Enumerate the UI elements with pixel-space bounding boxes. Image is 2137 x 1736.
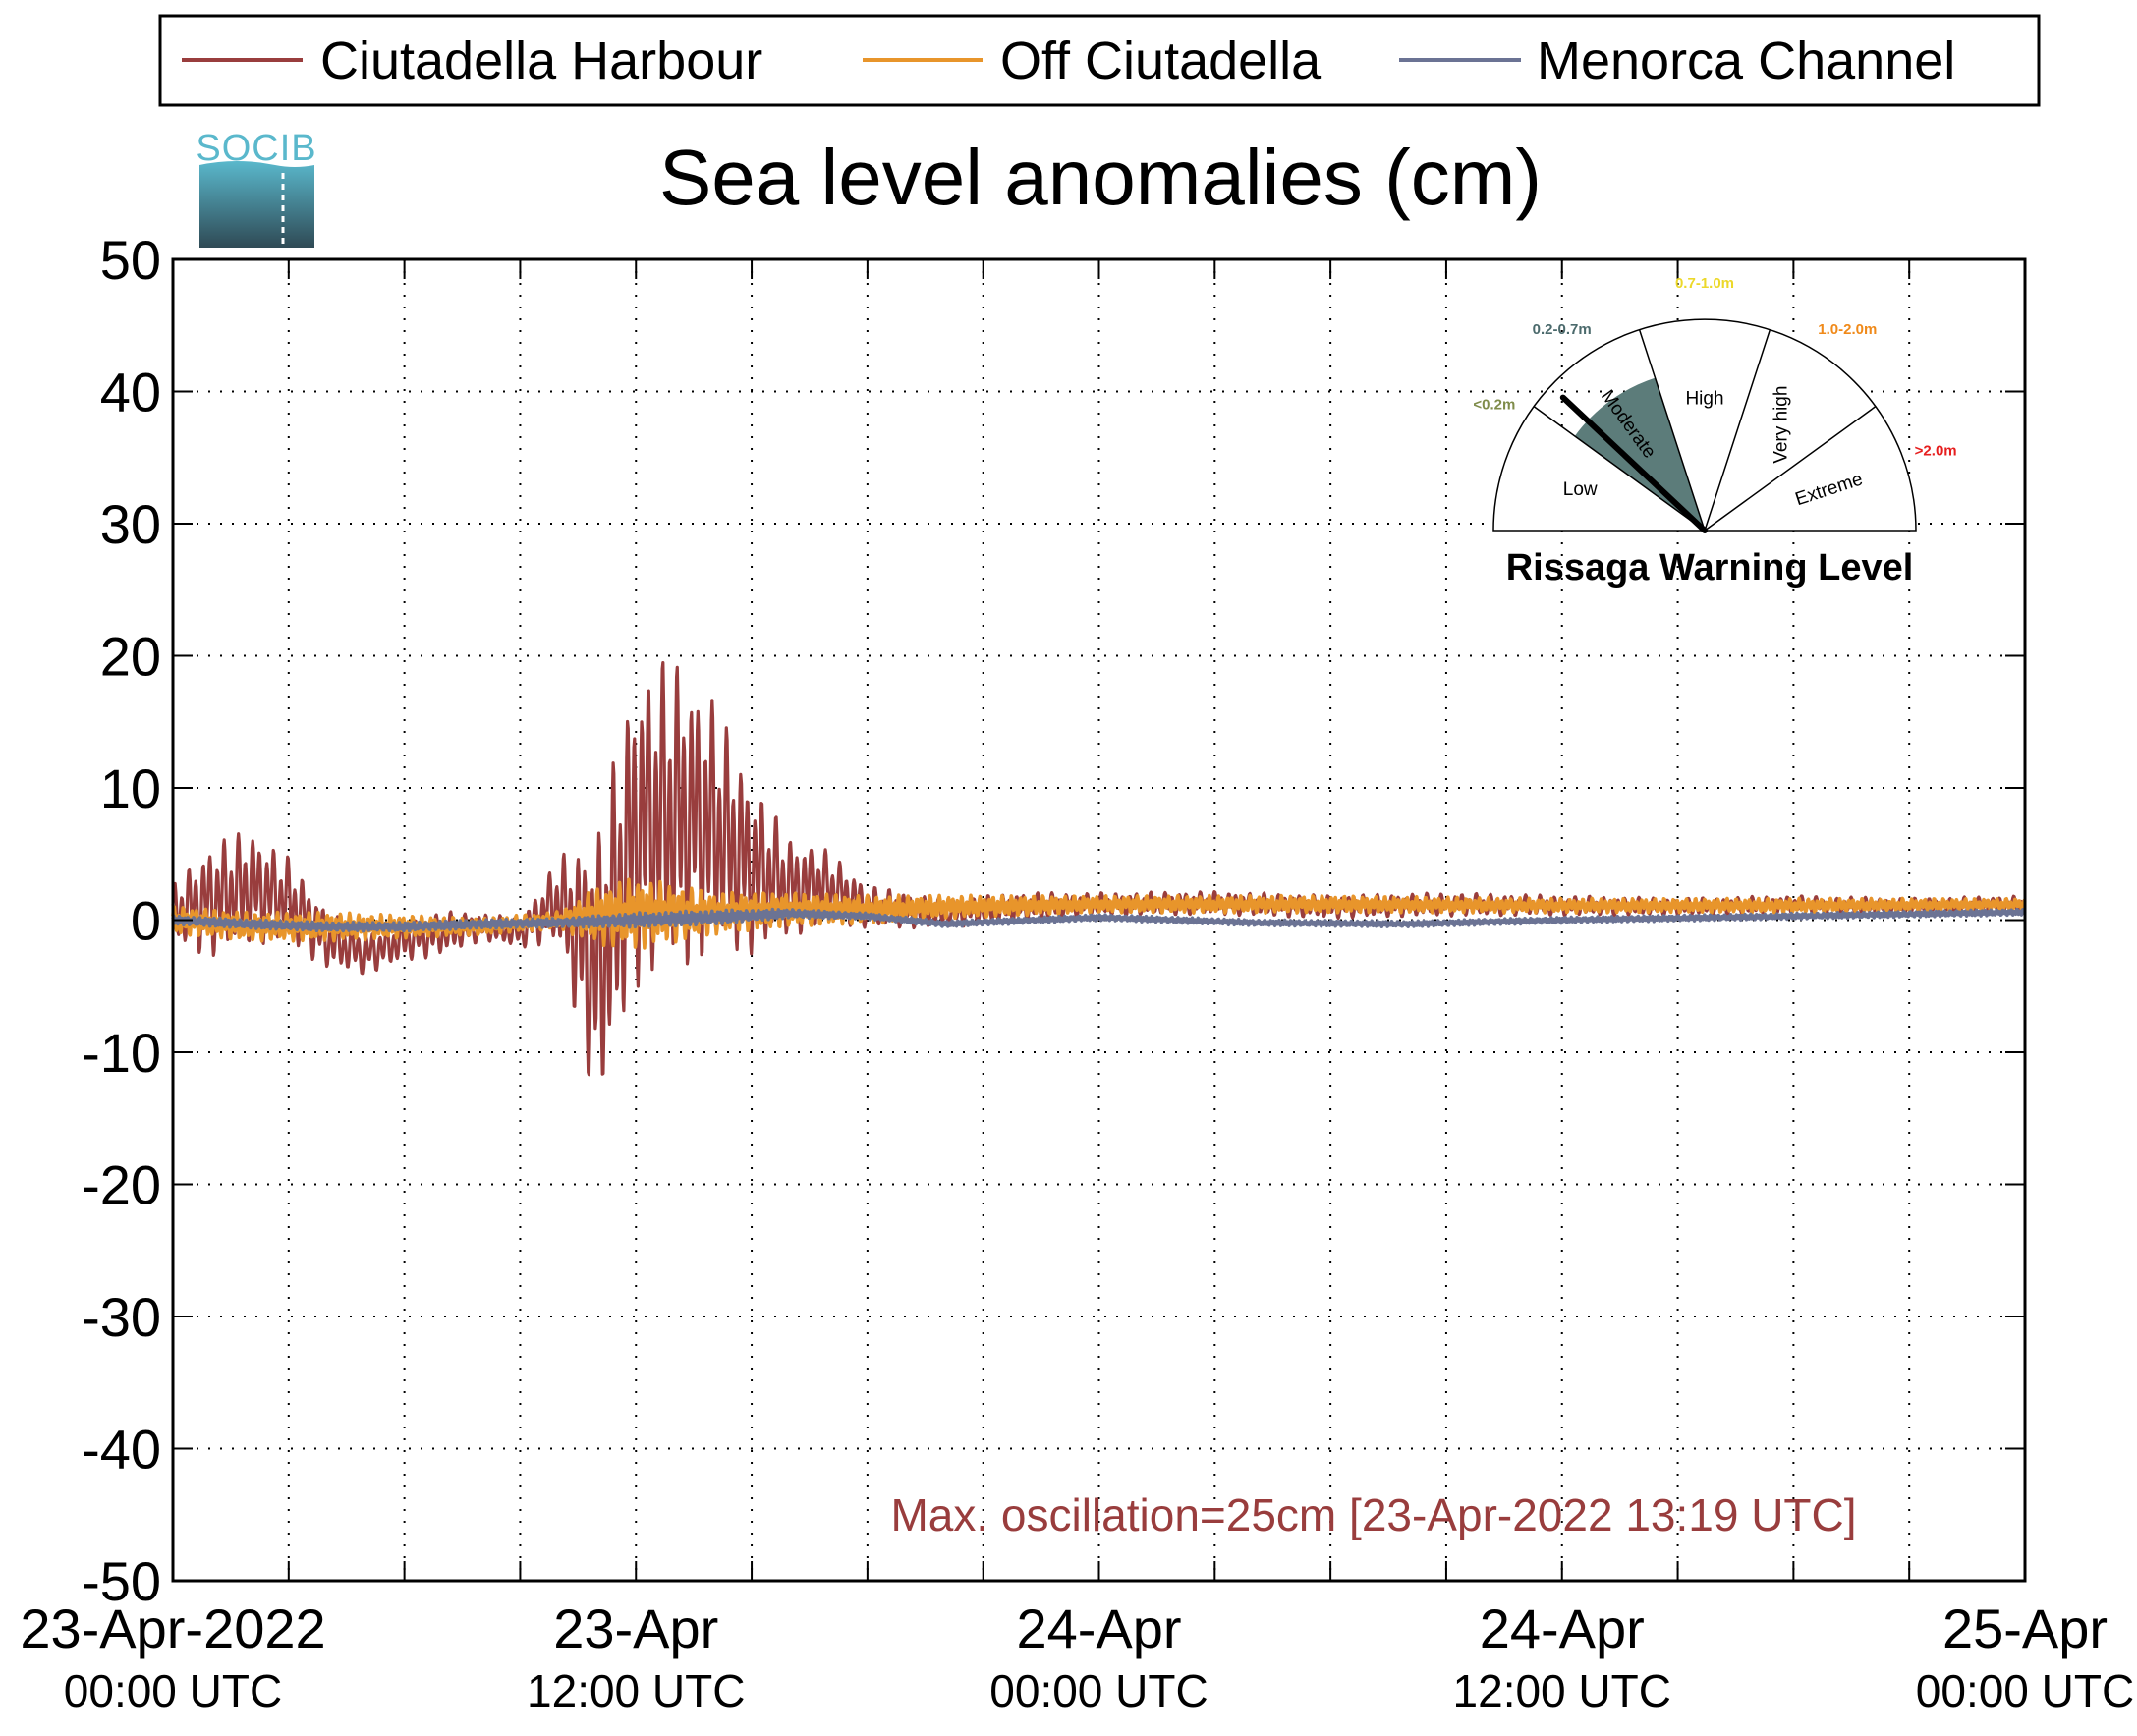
gauge-sector-1 <box>1574 377 1705 531</box>
ticks <box>173 258 2025 1582</box>
logo-wave-shape <box>199 161 314 248</box>
x-tick-sublabel: 00:00 UTC <box>64 1665 282 1716</box>
x-tick-label: 23-Apr-2022 <box>20 1597 325 1659</box>
y-tick-label: -40 <box>82 1419 161 1481</box>
legend-box <box>158 14 2041 107</box>
y-tick-label: 50 <box>100 229 161 291</box>
gauge-divider <box>1533 406 1706 532</box>
x-tick-label: 23-Apr <box>553 1597 718 1659</box>
y-tick-label: 10 <box>100 757 161 819</box>
gauge-sector-2 <box>1639 319 1771 531</box>
y-tick-label: -20 <box>82 1154 161 1216</box>
x-tick-label: 25-Apr <box>1942 1597 2108 1659</box>
x-tick-sublabel: 12:00 UTC <box>527 1665 745 1716</box>
gauge-sector-label: Low <box>1563 479 1598 500</box>
gauge-title: Rissaga Warning Level <box>1506 547 1914 588</box>
socib-logo: SOCIB <box>196 128 316 248</box>
y-tick-label: -30 <box>82 1286 161 1348</box>
gauge-needle <box>1559 394 1708 533</box>
rissaga-gauge: Rissaga Warning Level Low<0.2m Moderate0.… <box>1473 275 1956 588</box>
legend-label-2: Menorca Channel <box>1537 31 1955 90</box>
gauge-divider <box>1638 329 1706 532</box>
gauge-sector-label: Very high <box>1771 386 1791 464</box>
logo-text: SOCIB <box>196 128 316 169</box>
y-tick-label: 40 <box>100 362 161 423</box>
x-tick-sublabel: 00:00 UTC <box>989 1665 1208 1716</box>
series-line-2 <box>171 907 2027 933</box>
gauge-range-label: 1.0-2.0m <box>1818 321 1877 338</box>
gauge-divider <box>1704 406 1877 532</box>
legend-label-1: Off Ciutadella <box>1000 31 1322 90</box>
gauge-range-label: 0.7-1.0m <box>1675 275 1734 292</box>
y-tick-labels: 50 40 30 20 10 0 -10 -20 -30 -40 -50 <box>82 229 161 1612</box>
legend: Ciutadella Harbour Off Ciutadella Menorc… <box>158 14 2041 107</box>
gauge-range-label: >2.0m <box>1915 443 1957 460</box>
gauge-divider <box>1704 329 1771 532</box>
gauge-sector-4 <box>1705 406 1916 531</box>
gauge-range-label: <0.2m <box>1473 396 1515 413</box>
y-tick-label: -10 <box>82 1022 161 1084</box>
x-tick-label: 24-Apr <box>1480 1597 1645 1659</box>
series-layer <box>171 661 2027 1077</box>
x-tick-labels: 23-Apr-2022 00:00 UTC 23-Apr 12:00 UTC 24-Ap… <box>20 1597 2134 1716</box>
max-oscillation-annotation: Max. oscillation=25cm [23-Apr-2022 13:19… <box>890 1489 1856 1540</box>
chart-title: Sea level anomalies (cm) <box>659 134 1542 221</box>
y-tick-label: 30 <box>100 493 161 555</box>
x-tick-sublabel: 00:00 UTC <box>1916 1665 2134 1716</box>
y-tick-label: -50 <box>82 1550 161 1612</box>
x-tick-label: 24-Apr <box>1016 1597 1181 1659</box>
y-tick-label: 0 <box>131 890 161 952</box>
gauge-range-label: 0.2-0.7m <box>1533 321 1592 338</box>
series-line-0 <box>171 661 2027 1077</box>
y-tick-label: 20 <box>100 626 161 688</box>
gauge-outline <box>1492 318 1917 532</box>
gauge-sector-0 <box>1493 406 1705 531</box>
gauge-sector-3 <box>1705 329 1876 531</box>
x-tick-sublabel: 12:00 UTC <box>1453 1665 1671 1716</box>
legend-label-0: Ciutadella Harbour <box>320 31 762 90</box>
gauge-sector-label: High <box>1685 389 1723 410</box>
